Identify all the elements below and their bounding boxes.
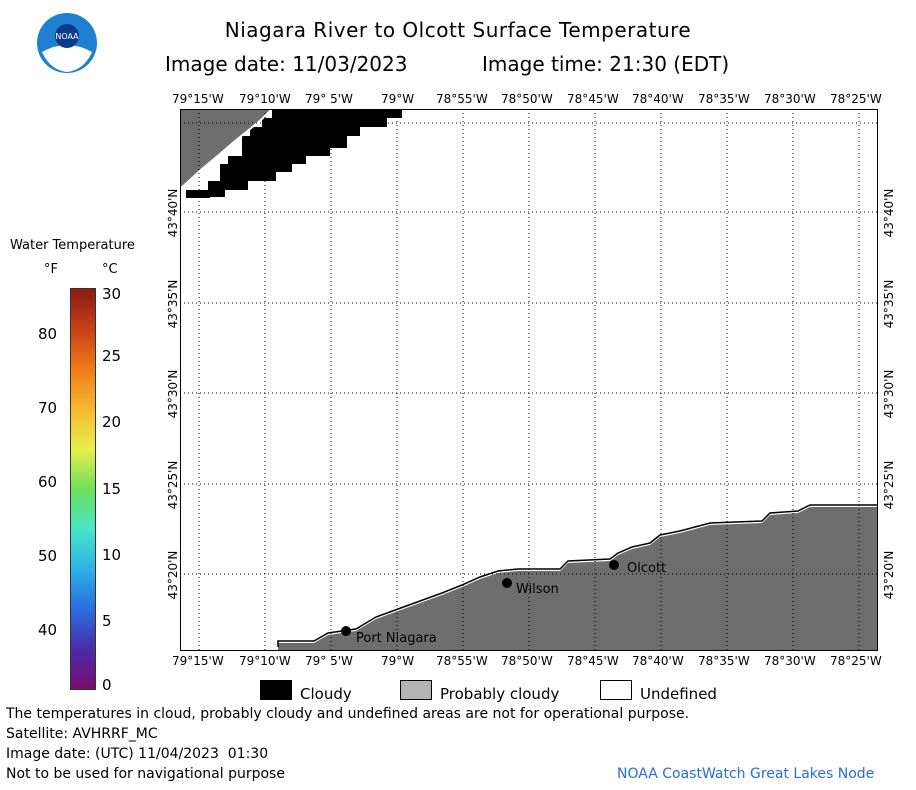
legend-swatch-undefined — [600, 680, 632, 700]
cloud-mask — [186, 109, 402, 198]
legend-label-cloudy: Cloudy — [300, 685, 352, 703]
colorbar — [70, 288, 96, 690]
lon-label-top: 78°45'W — [567, 92, 619, 106]
f-tick: 60 — [38, 473, 58, 491]
legend-label-probably-cloudy: Probably cloudy — [440, 685, 560, 703]
c-tick: 15 — [102, 480, 122, 498]
lon-label-bottom: 78°55'W — [436, 654, 488, 668]
lon-label-top: 79° 5'W — [305, 92, 353, 106]
land-south — [278, 507, 878, 651]
lat-label-left: 43°20'N — [166, 550, 180, 600]
lat-label-right: 43°40'N — [882, 188, 896, 238]
lon-label-bottom: 78°30'W — [764, 654, 816, 668]
place-label-port-niagara: Port Niagara — [356, 631, 437, 646]
lon-label-top: 79°10'W — [239, 92, 291, 106]
c-tick: 0 — [102, 676, 112, 694]
image-time: Image time: 21:30 (EDT) — [482, 52, 730, 76]
wilson-marker — [502, 578, 512, 588]
legend-swatch-cloudy — [260, 680, 292, 700]
lon-label-top: 78°35'W — [698, 92, 750, 106]
lon-label-bottom: 79° 5'W — [305, 654, 353, 668]
unit-c: °C — [102, 262, 118, 277]
legend-label-undefined: Undefined — [640, 685, 717, 703]
f-tick: 80 — [38, 325, 58, 343]
colorbar-title: Water Temperature — [10, 238, 135, 253]
place-label-olcott: Olcott — [627, 561, 666, 576]
lat-label-left: 43°35'N — [166, 279, 180, 329]
nav-warning-text: Not to be used for navigational purpose — [6, 766, 285, 782]
lon-label-bottom: 78°45'W — [567, 654, 619, 668]
lat-label-left: 43°25'N — [166, 460, 180, 510]
graticule — [180, 109, 878, 651]
lat-label-right: 43°35'N — [882, 279, 896, 329]
f-tick: 50 — [38, 547, 58, 565]
place-label-wilson: Wilson — [516, 582, 559, 597]
utc-date-text: Image date: (UTC) 11/04/2023 01:30 — [6, 746, 269, 762]
lat-label-right: 43°20'N — [882, 550, 896, 600]
map-canvas: Port Niagara Wilson Olcott — [180, 109, 878, 651]
lat-label-right: 43°25'N — [882, 460, 896, 510]
lon-label-top: 79°15'W — [172, 92, 224, 106]
lat-label-left: 43°30'N — [166, 369, 180, 419]
c-tick: 10 — [102, 546, 122, 564]
noaa-logo: NOAA — [37, 13, 97, 73]
port-niagara-marker — [341, 626, 351, 636]
c-tick: 5 — [102, 612, 112, 630]
logo-text: NOAA — [55, 32, 79, 41]
lon-label-bottom: 79°15'W — [172, 654, 224, 668]
lon-label-bottom: 78°25'W — [830, 654, 882, 668]
lon-label-top: 78°30'W — [764, 92, 816, 106]
c-tick: 20 — [102, 413, 122, 431]
lon-label-bottom: 79°W — [381, 654, 415, 668]
image-date: Image date: 11/03/2023 — [165, 52, 408, 76]
map-title: Niagara River to Olcott Surface Temperat… — [224, 18, 692, 42]
credit-text: NOAA CoastWatch Great Lakes Node — [617, 766, 875, 782]
f-tick: 70 — [38, 399, 58, 417]
f-tick: 40 — [38, 621, 58, 639]
lon-label-top: 78°50'W — [501, 92, 553, 106]
lon-label-top: 78°55'W — [436, 92, 488, 106]
lon-label-bottom: 78°50'W — [501, 654, 553, 668]
lon-label-bottom: 78°40'W — [632, 654, 684, 668]
lon-label-top: 79°W — [381, 92, 415, 106]
map-border — [180, 109, 878, 651]
c-tick: 30 — [102, 285, 122, 303]
lat-label-left: 43°40'N — [166, 188, 180, 238]
lon-label-bottom: 78°35'W — [698, 654, 750, 668]
lon-label-bottom: 79°10'W — [239, 654, 291, 668]
olcott-marker — [609, 560, 619, 570]
lat-label-right: 43°30'N — [882, 369, 896, 419]
disclaimer-text: The temperatures in cloud, probably clou… — [6, 706, 690, 722]
satellite-text: Satellite: AVHRRF_MC — [6, 726, 158, 742]
lon-label-top: 78°40'W — [632, 92, 684, 106]
legend-swatch-probably-cloudy — [400, 680, 432, 700]
unit-f: °F — [44, 262, 58, 277]
c-tick: 25 — [102, 347, 122, 365]
lon-label-top: 78°25'W — [830, 92, 882, 106]
